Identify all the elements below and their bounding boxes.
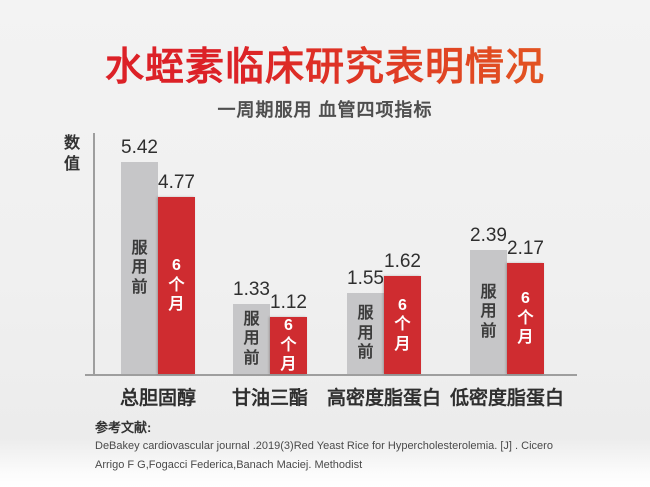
bar-before-treatment: 5.42 服用前 <box>121 137 158 374</box>
chart-subtitle: 一周期服用 血管四项指标 <box>217 100 433 120</box>
bar-group-2: 1.33 服用前 1.12 6个月甘油三酯 <box>232 279 308 409</box>
bar-group-1: 5.42 服用前 4.77 6个月总胆固醇 <box>120 137 196 409</box>
bar-group-4: 2.39 服用前 2.17 6个月低密度脂蛋白 <box>450 225 564 409</box>
category-label: 高密度脂蛋白 <box>326 388 442 409</box>
bar-series-label: 服用前 <box>357 305 374 362</box>
bar-value-label: 2.39 <box>470 225 507 246</box>
bar-series-label: 服用前 <box>131 239 148 296</box>
bar-value-label: 1.33 <box>233 279 270 300</box>
bar-value-label: 4.77 <box>158 172 195 193</box>
x-axis-line <box>85 374 577 376</box>
bar-after-6-months: 4.77 6个月 <box>158 172 195 374</box>
bar-series-label: 服用前 <box>243 310 260 367</box>
reference-line-1: DeBakey cardiovascular journal .2019(3)R… <box>95 440 553 452</box>
bar-series-label: 6个月 <box>517 290 534 347</box>
reference-line-2: Arrigo F G,Fogacci Federica,Banach Macie… <box>95 459 363 471</box>
bar-value-label: 1.55 <box>347 268 384 289</box>
category-label: 总胆固醇 <box>119 388 197 409</box>
bar-before-treatment: 1.55 服用前 <box>347 268 384 374</box>
bar-after-6-months: 2.17 6个月 <box>507 238 544 374</box>
bar-after-6-months: 1.62 6个月 <box>384 251 421 374</box>
bar-before-treatment: 2.39 服用前 <box>470 225 507 374</box>
references-heading: 参考文献: <box>95 420 152 435</box>
category-label: 低密度脂蛋白 <box>449 388 565 409</box>
y-axis-label: 数值 <box>63 135 80 173</box>
bar-group-3: 1.55 服用前 1.62 6个月高密度脂蛋白 <box>327 251 441 409</box>
bar-after-6-months: 1.12 6个月 <box>270 292 307 374</box>
y-axis-line <box>93 133 95 376</box>
bar-value-label: 5.42 <box>121 137 158 158</box>
bar-before-treatment: 1.33 服用前 <box>233 279 270 374</box>
chart-title: 水蛭素临床研究表明情况 <box>0 36 650 92</box>
bar-series-label: 6个月 <box>280 317 297 374</box>
bar-value-label: 2.17 <box>507 238 544 259</box>
bar-series-label: 6个月 <box>168 257 185 314</box>
bar-series-label: 6个月 <box>394 296 411 353</box>
bar-value-label: 1.12 <box>270 292 307 313</box>
bar-value-label: 1.62 <box>384 251 421 272</box>
bar-series-label: 服用前 <box>480 283 497 340</box>
category-label: 甘油三酯 <box>231 388 309 409</box>
